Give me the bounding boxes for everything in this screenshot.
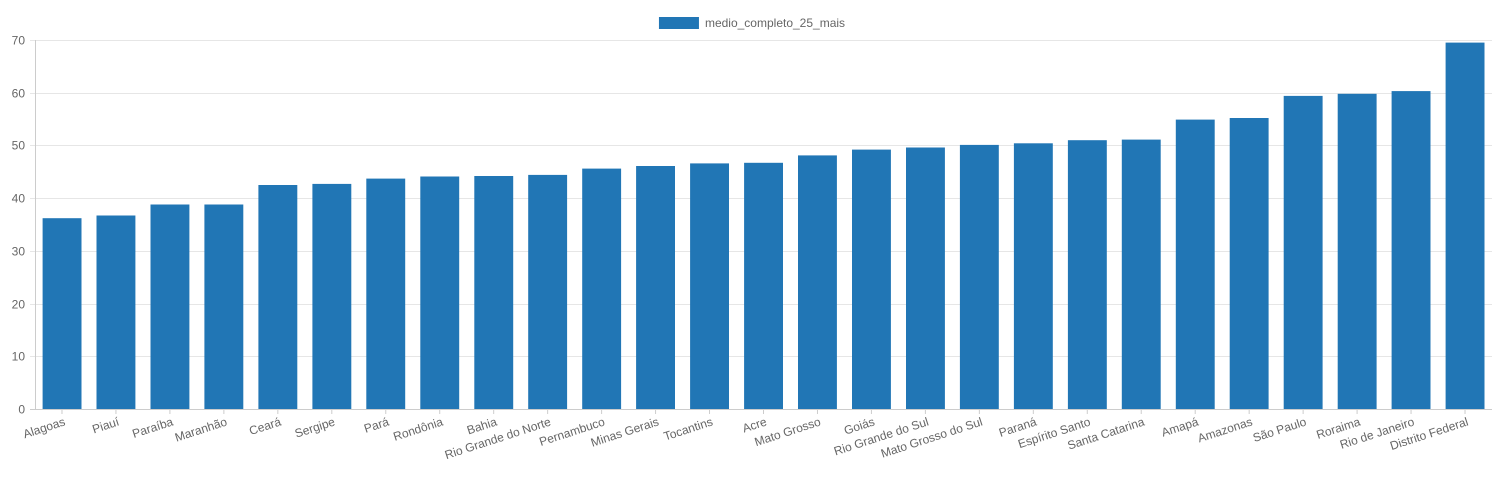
bar-mato-grosso-do-sul[interactable] [959,144,999,409]
bar-amazonas[interactable] [1229,118,1269,409]
x-tick-label: Tocantins [662,415,715,444]
legend-label[interactable]: medio_completo_25_mais [705,16,845,30]
x-tick-label: Rio Grande do Norte [443,414,553,462]
x-tick-label: Rondônia [391,414,444,443]
bar-mato-grosso[interactable] [798,155,837,409]
bar-par-[interactable] [366,178,406,409]
bar-bahia[interactable] [474,176,514,409]
legend[interactable]: medio_completo_25_mais [658,16,845,30]
bar-para-ba[interactable] [150,204,190,410]
bar-goi-s[interactable] [852,149,891,409]
y-tick-label: 70 [12,34,26,48]
x-tick-label: Piauí [91,414,122,436]
x-tick-label: São Paulo [1251,414,1308,445]
bar-pernambuco[interactable] [582,168,622,409]
x-tick-label: Ceará [247,414,283,438]
bar-sergipe[interactable] [312,183,352,409]
bar-santa-catarina[interactable] [1121,139,1161,409]
bar-rio-de-janeiro[interactable] [1391,91,1431,409]
y-tick-label: 20 [12,298,26,312]
y-tick-label: 10 [12,350,26,364]
y-tick-label: 40 [12,192,26,206]
y-tick-label: 60 [12,87,26,101]
bar-piau-[interactable] [96,215,136,410]
bar-amap-[interactable] [1175,119,1215,409]
y-tick-label: 0 [18,403,25,417]
bar-s-o-paulo[interactable] [1283,95,1323,410]
bar-paran-[interactable] [1013,143,1053,410]
bar-esp-rito-santo[interactable] [1067,140,1107,409]
bar-rio-grande-do-norte[interactable] [528,174,568,409]
legend-swatch[interactable] [658,17,699,29]
x-tick-label: Sergipe [293,414,337,440]
bar-roraima[interactable] [1337,93,1377,410]
x-tick-label: Paraíba [131,414,176,440]
x-tick-label: Alagoas [21,415,67,442]
y-axis: 0 10 20 30 40 50 60 70 [12,34,36,417]
bar-rio-grande-do-sul[interactable] [906,147,945,410]
bar-tocantins[interactable] [690,163,729,409]
y-tick-label: 50 [12,139,26,153]
bar-maranh-o[interactable] [204,204,244,410]
bar-minas-gerais[interactable] [636,166,675,409]
bars [42,42,1485,410]
bar-distrito-federal[interactable] [1445,42,1485,409]
bar-cear-[interactable] [258,185,298,409]
x-tick-label: Pará [362,414,391,435]
bar-acre[interactable] [744,162,783,409]
x-tick-label: Maranhão [173,414,229,444]
y-tick-label: 30 [12,245,26,259]
x-tick-label: Amapá [1160,414,1201,439]
bar-alagoas[interactable] [42,218,82,409]
bar-rond-nia[interactable] [420,176,460,410]
x-tick-label: Amazonas [1196,415,1254,446]
